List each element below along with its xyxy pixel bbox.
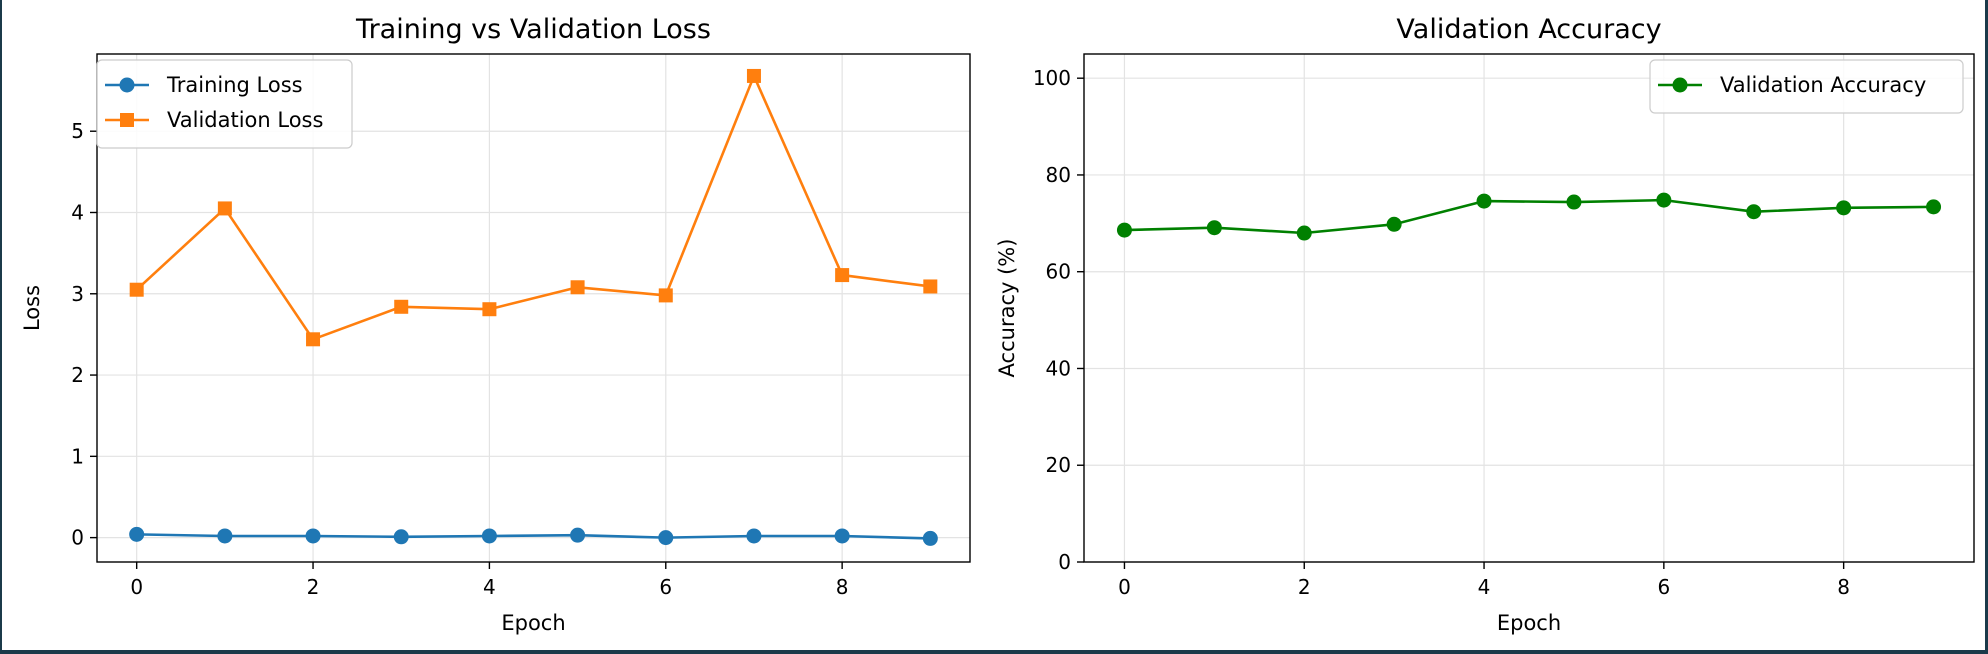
data-point [1656,192,1672,208]
x-axis-label: Epoch [501,611,565,635]
data-point [658,288,673,303]
x-axis-label: Epoch [1497,611,1561,635]
chart-0: 0 2 4 6 8 0 1 2 3 4 5 Training vs Validation Loss Ep… [20,14,971,635]
legend-box [96,59,353,149]
x-tick-label: 6 [1657,575,1670,599]
data-point [746,68,761,83]
data-point [1566,194,1582,210]
data-point [1836,200,1852,216]
y-tick-label: 3 [71,282,84,306]
data-point [129,526,145,542]
data-point [835,268,850,283]
y-axis-label: Accuracy (%) [995,239,1019,378]
y-tick-label: 80 [1046,163,1071,187]
y-tick-label: 2 [71,363,84,387]
data-point [305,528,321,544]
series-line [135,74,931,341]
plot-frame [1083,53,1975,563]
y-tick-label: 40 [1046,356,1071,380]
x-tick-label: 4 [1478,575,1491,599]
data-point [1296,225,1312,241]
data-point [1206,220,1222,236]
series-line [136,533,931,540]
data-point [481,528,497,544]
y-tick-label: 0 [1058,550,1071,574]
data-point [1116,222,1132,238]
y-tick-label: 20 [1046,453,1071,477]
data-point [922,530,938,546]
x-tick-label: 2 [307,575,320,599]
y-tick-label: 5 [71,119,84,143]
y-axis-label: Loss [20,285,44,331]
x-tick-label: 0 [130,575,143,599]
legend-label: Validation Loss [167,108,323,132]
data-point [217,201,232,216]
data-point [306,332,321,347]
data-point [834,528,850,544]
data-point [217,528,233,544]
chart-title: Training vs Validation Loss [355,14,711,45]
data-point [746,528,762,544]
data-point [570,527,586,543]
legend-marker [1672,77,1688,93]
y-tick-label: 4 [71,200,84,224]
data-point [394,299,409,314]
legend-marker [119,77,135,93]
legend-label: Training Loss [166,73,303,97]
data-point [1386,216,1402,232]
x-tick-label: 0 [1118,575,1131,599]
legend-box [1649,59,1964,114]
x-tick-label: 2 [1298,575,1311,599]
legend-label: Validation Accuracy [1720,73,1926,97]
data-point [658,530,674,546]
series-validation-accuracy [1116,192,1942,241]
y-tick-label: 60 [1046,260,1071,284]
series-training-loss [129,526,938,546]
y-tick-label: 100 [1033,66,1071,90]
data-point [482,302,497,317]
y-tick-label: 0 [71,526,84,550]
series-validation-loss [129,68,938,347]
data-point [1746,204,1762,220]
data-point [923,279,938,294]
legend: Training Loss Validation Loss [96,59,353,149]
series-line [1124,198,1934,235]
legend-marker [120,113,134,127]
data-point [129,282,144,297]
x-tick-label: 6 [659,575,672,599]
data-point [570,280,585,295]
x-tick-label: 4 [483,575,496,599]
data-point [1476,193,1492,209]
x-tick-label: 8 [1837,575,1850,599]
y-tick-label: 1 [71,444,84,468]
legend: Validation Accuracy [1649,59,1964,114]
x-tick-label: 8 [836,575,849,599]
plot-frame [96,53,971,563]
chart-title: Validation Accuracy [1396,14,1661,45]
data-point [1926,199,1942,215]
grid-lines [1084,54,1974,563]
data-point [393,529,409,545]
